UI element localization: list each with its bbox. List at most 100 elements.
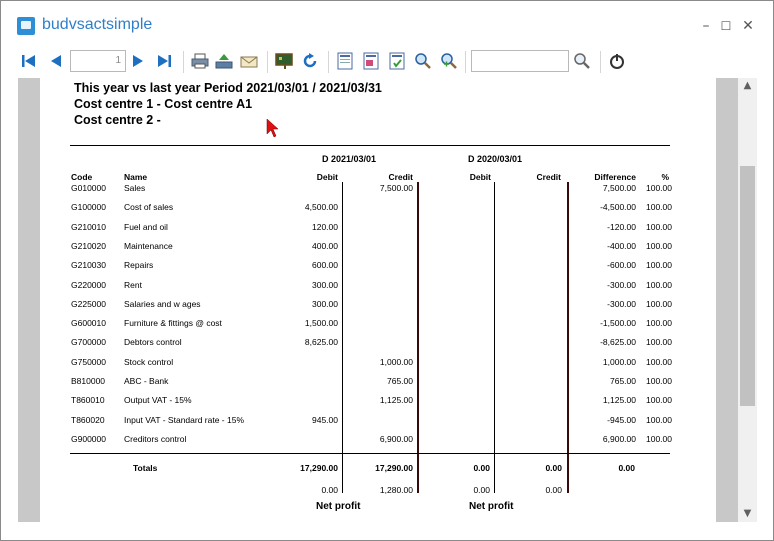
refresh-button[interactable] — [300, 51, 320, 71]
row-percent: 100.00 — [646, 279, 672, 290]
row-percent: 100.00 — [646, 376, 672, 386]
previous-page-icon — [51, 55, 61, 67]
row-debit-2021: 945.00 — [312, 414, 338, 425]
row-name: ABC - Bank — [124, 376, 169, 386]
row-code: G225000 — [71, 298, 106, 309]
col-credit-2021: Credit — [388, 172, 413, 182]
col-code: Code — [71, 172, 93, 182]
export-button[interactable] — [214, 51, 234, 71]
toolbar-separator — [600, 51, 601, 73]
row-credit-2021: 765.00 — [387, 376, 413, 386]
col-debit-2021: Debit — [316, 172, 338, 182]
toolbar-separator — [328, 51, 329, 73]
profit-credit-2021: 1,280.00 — [379, 485, 413, 495]
profit-debit-2020: 0.00 — [473, 485, 490, 495]
row-credit-2021: 7,500.00 — [379, 183, 413, 193]
scroll-down-icon[interactable]: ▼ — [743, 508, 752, 519]
toolbar-separator — [267, 51, 268, 73]
email-button[interactable] — [239, 51, 259, 71]
row-code: G700000 — [71, 337, 106, 348]
period-2020-label: D 2020/03/01 — [468, 154, 523, 164]
row-difference: -945.00 — [607, 414, 636, 425]
envelope-icon — [240, 56, 258, 68]
header-rule — [70, 145, 670, 146]
next-page-icon — [133, 55, 143, 67]
row-debit-2021: 300.00 — [312, 279, 338, 290]
page-width-view-button[interactable] — [361, 51, 381, 71]
column-divider — [494, 182, 495, 493]
net-profit-label-2021: Net profit — [316, 501, 361, 512]
row-code: G750000 — [71, 356, 106, 367]
printer-icon — [191, 53, 209, 69]
whole-page-view-button[interactable] — [387, 51, 407, 71]
magnifier-icon — [415, 53, 431, 69]
row-name: Output VAT - 15% — [124, 395, 192, 406]
page-number-input[interactable]: 1 — [70, 50, 126, 72]
first-page-icon — [22, 55, 35, 67]
row-code: T860010 — [71, 395, 105, 406]
export-icon — [215, 54, 233, 69]
vertical-scrollbar[interactable]: ▲ ▼ — [738, 78, 757, 522]
totals-rule — [70, 453, 670, 454]
row-name: Maintenance — [124, 240, 173, 251]
row-difference: -400.00 — [607, 240, 636, 251]
next-page-button[interactable] — [128, 51, 148, 71]
row-debit-2021: 120.00 — [312, 221, 338, 232]
row-name: Input VAT - Standard rate - 15% — [124, 414, 245, 425]
app-icon — [17, 17, 35, 35]
row-code: T860020 — [71, 414, 105, 425]
search-button[interactable] — [572, 51, 592, 71]
mouse-cursor-icon — [266, 118, 279, 138]
row-difference: 6,900.00 — [602, 433, 636, 444]
last-page-button[interactable] — [154, 51, 174, 71]
row-credit-2021: 1,000.00 — [379, 356, 413, 367]
row-credit-2021: 6,900.00 — [379, 433, 413, 444]
row-difference: 1,125.00 — [602, 395, 636, 406]
close-button[interactable]: ✕ — [742, 18, 754, 34]
totals-credit-2021: 17,290.00 — [375, 463, 413, 473]
row-percent: 100.00 — [646, 414, 672, 425]
maximize-button[interactable]: ☐ — [720, 19, 732, 33]
print-button[interactable] — [190, 51, 210, 71]
profit-debit-2021: 0.00 — [321, 485, 338, 495]
title-bar: budvsactsimple – ☐ ✕ — [1, 1, 773, 45]
profit-credit-2020: 0.00 — [545, 485, 562, 495]
row-percent: 100.00 — [646, 318, 672, 329]
row-credit-2021: 1,125.00 — [379, 395, 413, 406]
search-input[interactable] — [471, 50, 569, 72]
row-difference: 765.00 — [610, 376, 636, 386]
report-header-period: This year vs last year Period 2021/03/01… — [74, 81, 382, 95]
column-divider — [567, 182, 569, 493]
row-code: G220000 — [71, 279, 106, 290]
last-page-icon — [158, 55, 171, 67]
row-difference: -4,500.00 — [600, 202, 636, 213]
search-icon — [574, 53, 590, 69]
scrollbar-thumb[interactable] — [740, 166, 755, 406]
report-page: This year vs last year Period 2021/03/01… — [40, 78, 716, 522]
parameters-button[interactable] — [274, 51, 294, 71]
row-debit-2021: 1,500.00 — [304, 318, 338, 329]
power-button[interactable] — [607, 51, 627, 71]
totals-difference: 0.00 — [618, 463, 635, 473]
zoom-in-button[interactable] — [439, 51, 459, 71]
previous-page-button[interactable] — [46, 51, 66, 71]
scroll-up-icon[interactable]: ▲ — [743, 80, 752, 91]
totals-debit-2020: 0.00 — [473, 463, 490, 473]
row-debit-2021: 600.00 — [312, 260, 338, 271]
toolbar-separator — [183, 51, 184, 73]
zoom-in-icon — [441, 53, 457, 69]
refresh-icon — [303, 53, 317, 68]
totals-credit-2020: 0.00 — [545, 463, 562, 473]
row-debit-2021: 300.00 — [312, 298, 338, 309]
report-viewport[interactable]: This year vs last year Period 2021/03/01… — [18, 78, 738, 522]
single-page-view-button[interactable] — [335, 51, 355, 71]
row-name: Furniture & fittings @ cost — [124, 318, 222, 329]
row-difference: 7,500.00 — [602, 183, 636, 193]
minimize-button[interactable]: – — [702, 18, 710, 34]
first-page-button[interactable] — [19, 51, 39, 71]
col-name: Name — [124, 172, 148, 182]
row-code: G210020 — [71, 240, 106, 251]
zoom-out-button[interactable] — [413, 51, 433, 71]
col-debit-2020: Debit — [469, 172, 491, 182]
